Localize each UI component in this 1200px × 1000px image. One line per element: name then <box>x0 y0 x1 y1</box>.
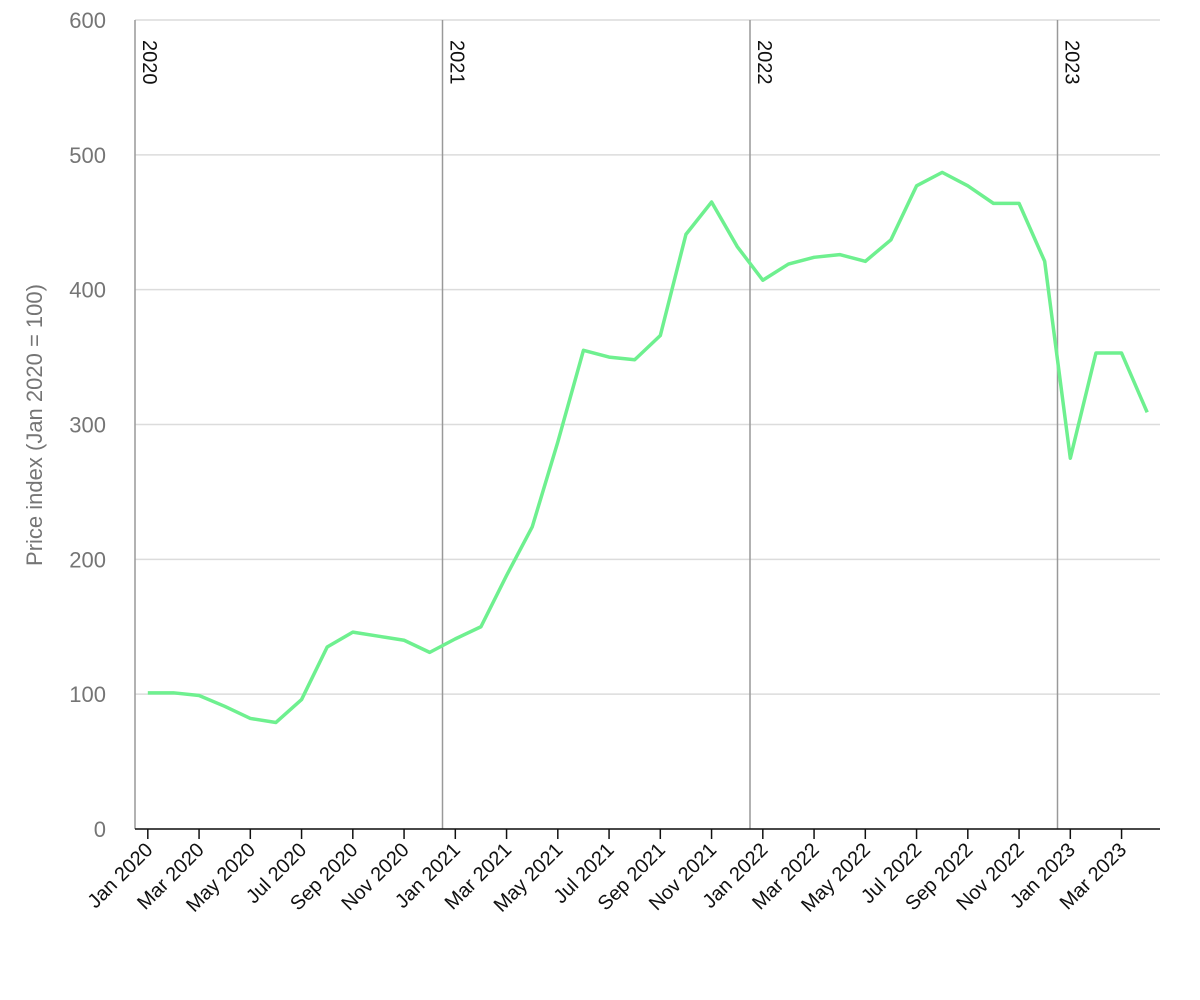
annotation: 2020 <box>138 40 160 85</box>
annotation: 2021 <box>446 40 468 85</box>
y-axis-label: Price index (Jan 2020 = 100) <box>22 284 47 566</box>
y-tick-label: 400 <box>69 278 106 303</box>
y-tick-label: 100 <box>69 682 106 707</box>
annotation: 2023 <box>1061 40 1083 85</box>
annotation: 2022 <box>753 40 775 85</box>
y-tick-label: 600 <box>69 8 106 33</box>
series-line <box>147 170 1149 725</box>
y-tick-label: 300 <box>69 413 106 438</box>
y-tick-label: 200 <box>69 547 106 572</box>
y-tick-label: 500 <box>69 143 106 168</box>
y-tick-label: 0 <box>94 817 106 842</box>
